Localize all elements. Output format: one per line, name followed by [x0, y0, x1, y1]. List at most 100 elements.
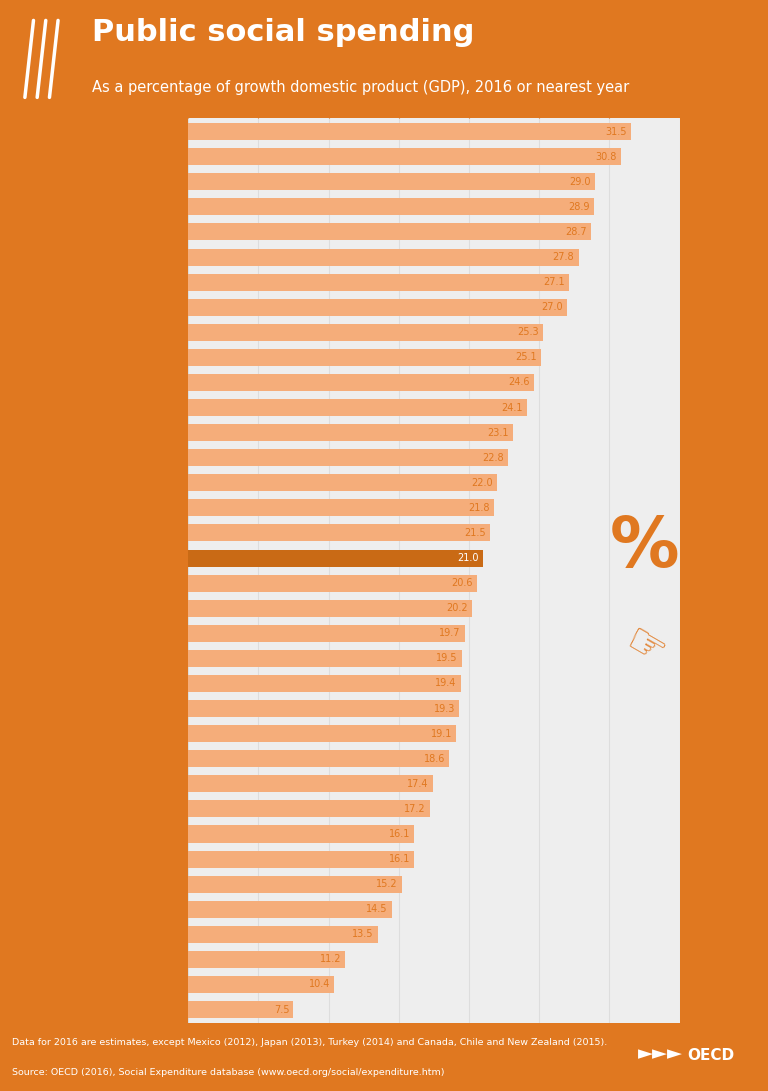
Text: Austria: Austria — [134, 252, 174, 262]
Bar — [188, 675, 461, 692]
Text: OECD-35: OECD-35 — [120, 553, 174, 563]
Text: 28.7: 28.7 — [565, 227, 587, 237]
Text: Latvia: Latvia — [140, 904, 174, 914]
Text: Japan: Japan — [143, 428, 174, 437]
Bar — [188, 876, 402, 892]
Bar — [188, 299, 568, 315]
Text: Germany: Germany — [123, 327, 174, 337]
Text: 22.8: 22.8 — [482, 453, 504, 463]
Text: 27.1: 27.1 — [543, 277, 564, 287]
Bar — [188, 449, 508, 466]
Text: Israel: Israel — [144, 854, 174, 864]
Text: 24.1: 24.1 — [501, 403, 522, 412]
Text: Czech Republic: Czech Republic — [89, 679, 174, 688]
Text: 27.0: 27.0 — [541, 302, 563, 312]
Text: 7.5: 7.5 — [273, 1005, 290, 1015]
Text: Estonia: Estonia — [133, 779, 174, 789]
Text: Switzerland: Switzerland — [109, 628, 174, 638]
Text: Slovenia: Slovenia — [127, 453, 174, 463]
Bar — [188, 801, 430, 817]
Bar — [188, 123, 631, 140]
Text: %: % — [610, 514, 680, 582]
Text: Hungary: Hungary — [127, 578, 174, 588]
Text: 28.9: 28.9 — [568, 202, 590, 212]
Bar — [188, 700, 459, 717]
Text: Korea: Korea — [143, 980, 174, 990]
Text: France: France — [137, 127, 174, 136]
Text: 21.5: 21.5 — [464, 528, 486, 538]
Text: Poland: Poland — [137, 603, 174, 613]
Text: Luxembourg: Luxembourg — [104, 503, 174, 513]
Text: 19.7: 19.7 — [439, 628, 461, 638]
Text: Data for 2016 are estimates, except Mexico (2012), Japan (2013), Turkey (2014) a: Data for 2016 are estimates, except Mexi… — [12, 1038, 607, 1046]
Bar — [188, 173, 595, 190]
Text: 19.5: 19.5 — [436, 654, 458, 663]
Text: 16.1: 16.1 — [389, 829, 410, 839]
Bar — [188, 525, 490, 541]
Bar — [188, 399, 527, 416]
Text: OECD: OECD — [687, 1048, 734, 1064]
Text: Iceland: Iceland — [134, 879, 174, 889]
Text: 19.3: 19.3 — [434, 704, 455, 714]
Text: New Zealand: New Zealand — [101, 654, 174, 663]
Bar — [188, 851, 414, 867]
Bar — [188, 901, 392, 918]
Text: 19.4: 19.4 — [435, 679, 456, 688]
Text: 16.1: 16.1 — [389, 854, 410, 864]
Bar — [188, 951, 346, 968]
Text: Netherlands: Netherlands — [106, 478, 174, 488]
Bar — [188, 751, 449, 767]
Bar — [188, 324, 544, 340]
Text: 20.2: 20.2 — [446, 603, 468, 613]
Text: 22.0: 22.0 — [472, 478, 493, 488]
Text: Italy: Italy — [150, 202, 174, 212]
Bar — [188, 500, 495, 516]
Text: Finland: Finland — [134, 152, 174, 161]
Text: 21.0: 21.0 — [458, 553, 479, 563]
Text: 14.5: 14.5 — [366, 904, 388, 914]
Text: Chile: Chile — [146, 955, 174, 964]
Text: Sweden: Sweden — [130, 277, 174, 287]
Bar — [188, 148, 621, 165]
Text: 18.6: 18.6 — [424, 754, 445, 764]
Text: Denmark: Denmark — [123, 227, 174, 237]
Bar — [188, 926, 378, 943]
Text: Greece: Greece — [134, 302, 174, 312]
Text: Ireland: Ireland — [135, 829, 174, 839]
Bar — [188, 424, 512, 441]
Text: Australia: Australia — [124, 729, 174, 739]
Bar — [188, 575, 478, 591]
Text: Canada: Canada — [131, 804, 174, 814]
Text: As a percentage of growth domestic product (GDP), 2016 or nearest year: As a percentage of growth domestic produ… — [92, 80, 630, 95]
Bar — [188, 976, 334, 993]
Bar — [188, 249, 578, 265]
Text: 25.3: 25.3 — [518, 327, 539, 337]
Text: 23.1: 23.1 — [487, 428, 508, 437]
Text: 17.2: 17.2 — [404, 804, 425, 814]
Text: 19.1: 19.1 — [431, 729, 452, 739]
Text: 13.5: 13.5 — [352, 930, 373, 939]
Text: 31.5: 31.5 — [605, 127, 627, 136]
Text: Portugal: Portugal — [127, 403, 174, 412]
Text: 29.0: 29.0 — [570, 177, 591, 187]
Bar — [188, 349, 541, 365]
Text: Public social spending: Public social spending — [92, 19, 475, 48]
Bar — [188, 274, 569, 290]
Bar — [188, 374, 534, 391]
Text: Spain: Spain — [143, 377, 174, 387]
Text: 20.6: 20.6 — [452, 578, 473, 588]
Text: 10.4: 10.4 — [309, 980, 330, 990]
Bar — [188, 475, 497, 491]
Text: 15.2: 15.2 — [376, 879, 397, 889]
Text: 21.8: 21.8 — [468, 503, 490, 513]
Text: United States: United States — [98, 704, 174, 714]
Text: 17.4: 17.4 — [407, 779, 429, 789]
Text: Belgium: Belgium — [128, 177, 174, 187]
Bar — [188, 224, 591, 240]
Text: 11.2: 11.2 — [319, 955, 341, 964]
Text: 25.1: 25.1 — [515, 352, 536, 362]
Text: Turkey: Turkey — [137, 930, 174, 939]
Bar — [188, 199, 594, 215]
Text: Norway: Norway — [132, 352, 174, 362]
Text: United Kingdom: United Kingdom — [84, 528, 174, 538]
